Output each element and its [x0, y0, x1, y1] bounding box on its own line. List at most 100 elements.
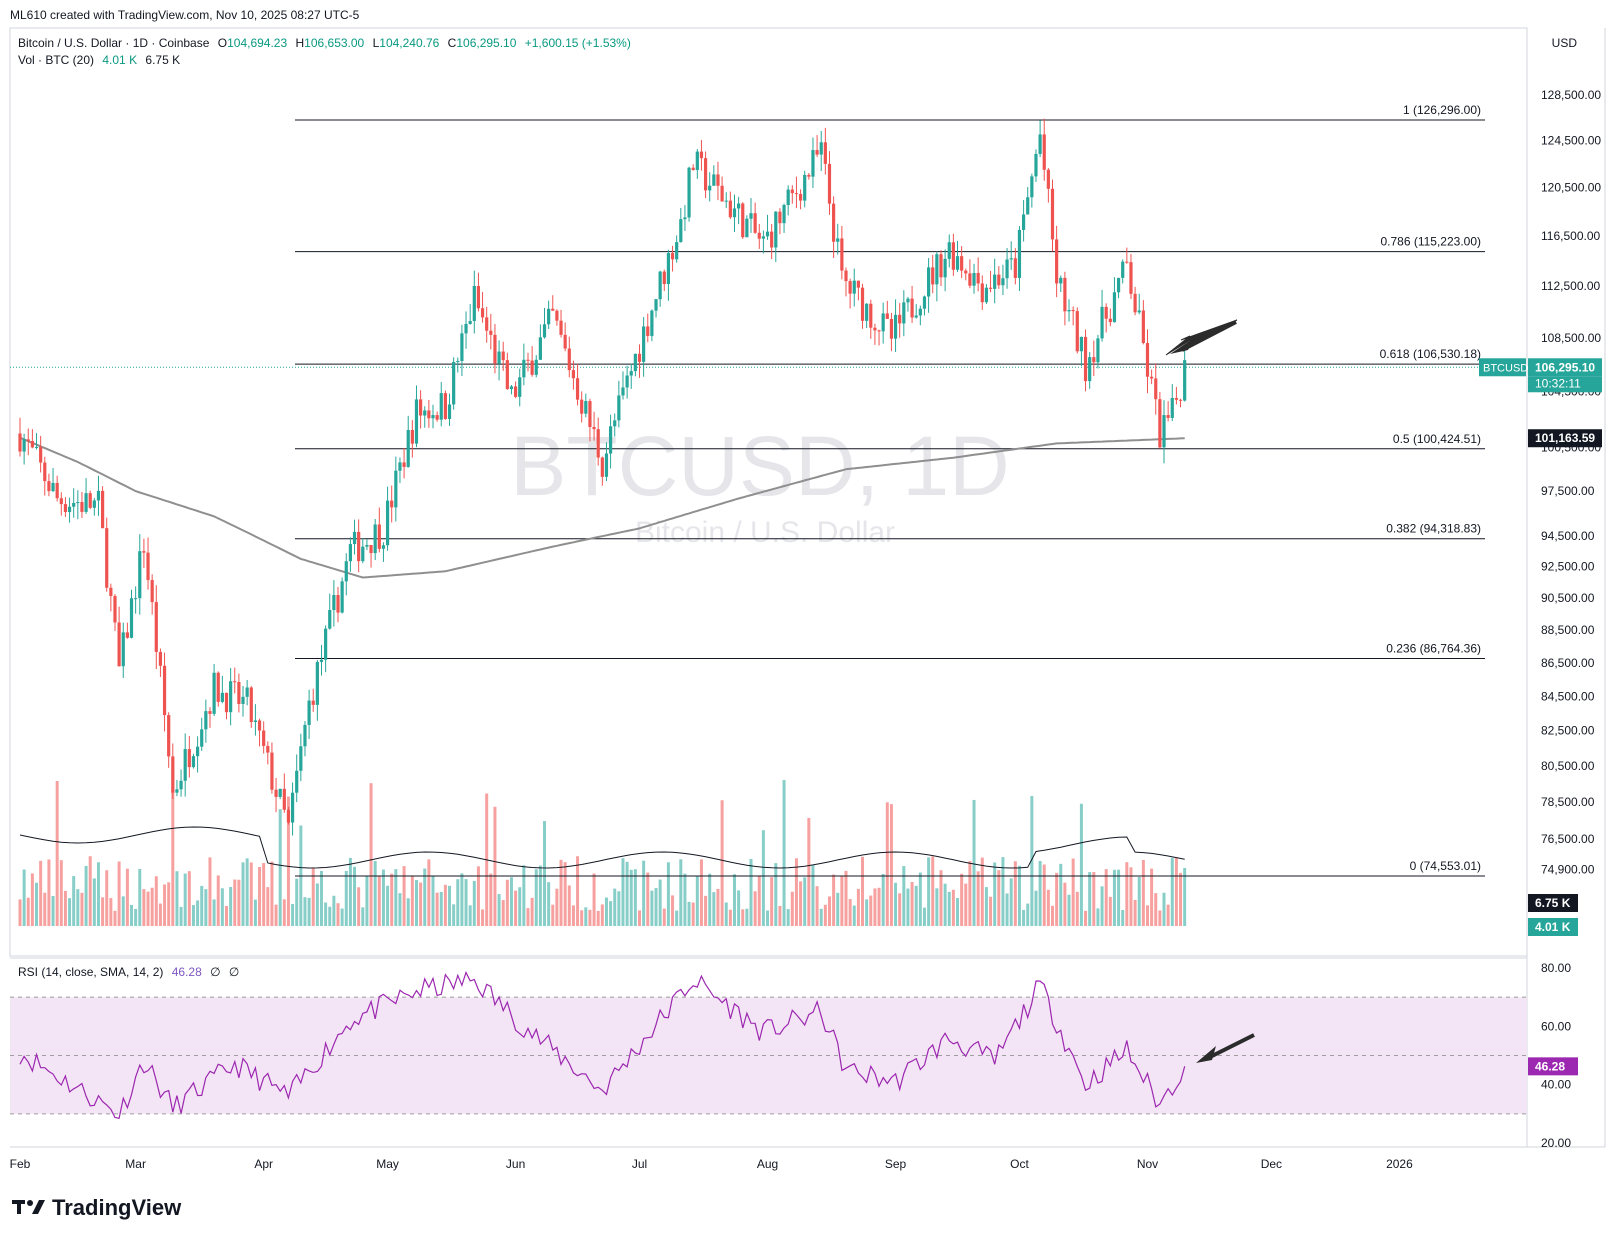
volume-bar — [910, 882, 914, 926]
volume-bar — [530, 897, 534, 926]
price-axis-tick: 128,500.00 — [1541, 88, 1601, 102]
price-axis-tick: 90,500.00 — [1541, 591, 1595, 605]
candle-body — [266, 745, 270, 753]
candle-body — [1001, 278, 1005, 286]
candle-body — [377, 524, 381, 549]
volume-bar — [584, 907, 588, 926]
low-label: L — [372, 36, 380, 50]
candle-body — [1145, 342, 1150, 377]
candle-body — [138, 551, 142, 599]
volume-bar — [1100, 886, 1104, 926]
candle-body — [658, 271, 662, 300]
volume-bar — [885, 802, 889, 926]
candle-body — [1042, 134, 1046, 170]
volume-bar — [1075, 891, 1079, 926]
candle-body — [712, 174, 716, 186]
volume-bar — [1001, 857, 1005, 926]
candle-body — [790, 189, 794, 194]
candle-body — [518, 377, 522, 397]
volume-ma-badge: 6.75 K — [1535, 896, 1571, 910]
candle-body — [972, 272, 976, 286]
candle-body — [241, 696, 245, 704]
volume-bar — [935, 888, 939, 926]
volume-bar — [105, 870, 109, 926]
currency-selector[interactable]: USD — [1551, 36, 1577, 50]
price-axis-tick: 76,500.00 — [1541, 832, 1595, 846]
volume-bar — [448, 885, 452, 926]
candle-body — [551, 308, 555, 311]
volume-bar — [960, 873, 964, 926]
candle-body — [278, 788, 282, 797]
candle-body — [472, 285, 476, 322]
tradingview-brand[interactable]: TradingView — [12, 1195, 181, 1221]
volume-bar — [282, 899, 286, 926]
volume-bar — [365, 875, 369, 926]
candle-body — [646, 326, 650, 336]
volume-bar — [307, 897, 311, 926]
candle-body — [1166, 415, 1170, 418]
volume-bar — [699, 859, 703, 926]
candle-body — [951, 242, 955, 270]
candle-body — [984, 287, 989, 303]
volume-bar — [683, 873, 687, 926]
volume-bar — [761, 830, 765, 926]
candle-body — [171, 756, 175, 793]
volume-bar — [245, 858, 249, 926]
candle-body — [563, 334, 567, 349]
candle-body — [336, 595, 340, 613]
candle-body — [935, 254, 939, 285]
volume-bar — [1158, 910, 1162, 926]
volume-bar — [951, 889, 955, 926]
volume-bar — [1166, 904, 1170, 926]
volume-bar — [964, 883, 968, 926]
volume-bar — [1125, 862, 1129, 926]
volume-bar — [390, 873, 394, 926]
volume-bar — [175, 871, 179, 926]
volume-bar — [456, 879, 460, 926]
volume-bar — [150, 887, 154, 926]
candle-body — [596, 429, 600, 458]
candle-body — [1009, 258, 1013, 260]
volume-bar — [774, 863, 778, 926]
volume-bar — [258, 866, 262, 926]
candle-body — [1133, 293, 1137, 313]
candle-body — [687, 167, 691, 218]
rsi-axis-tick: 60.00 — [1541, 1019, 1571, 1033]
price-axis-tick: 74,900.00 — [1541, 862, 1595, 876]
candle-body — [675, 242, 679, 260]
volume-bar — [646, 872, 650, 926]
rsi-legend[interactable]: RSI (14, close, SMA, 14, 2) 46.28 ∅ ∅ — [18, 965, 239, 979]
volume-bar — [931, 856, 935, 926]
symbol-legend[interactable]: Bitcoin / U.S. Dollar · 1D · Coinbase O1… — [18, 36, 631, 50]
rsi-axis-tick: 20.00 — [1541, 1136, 1571, 1150]
candle-body — [960, 256, 964, 271]
candle-body — [220, 692, 224, 702]
candle-body — [538, 337, 542, 360]
volume-bar — [708, 873, 712, 926]
candle-body — [720, 185, 724, 202]
candle-body — [67, 506, 72, 513]
volume-bar — [1059, 863, 1063, 926]
volume-bar — [712, 892, 716, 926]
candle-body — [303, 724, 307, 747]
candle-body — [827, 163, 832, 204]
volume-bar — [497, 894, 501, 926]
volume-bar — [671, 895, 675, 926]
volume-bar — [629, 869, 633, 926]
candle-body — [63, 504, 68, 513]
candle-body — [786, 189, 790, 205]
volume-bar — [1005, 893, 1009, 926]
candle-body — [154, 602, 158, 652]
volume-bar — [423, 868, 427, 926]
volume-legend[interactable]: Vol · BTC (20) 4.01 K 6.75 K — [18, 53, 180, 67]
volume-bar — [592, 873, 596, 926]
brand-name: TradingView — [52, 1195, 182, 1220]
volume-bar — [1071, 858, 1075, 926]
volume-bar — [832, 874, 836, 926]
candle-body — [852, 280, 856, 294]
volume-bar — [555, 888, 559, 926]
volume-bar — [1154, 893, 1158, 926]
candle-body — [823, 142, 827, 164]
volume-bar — [654, 888, 658, 926]
